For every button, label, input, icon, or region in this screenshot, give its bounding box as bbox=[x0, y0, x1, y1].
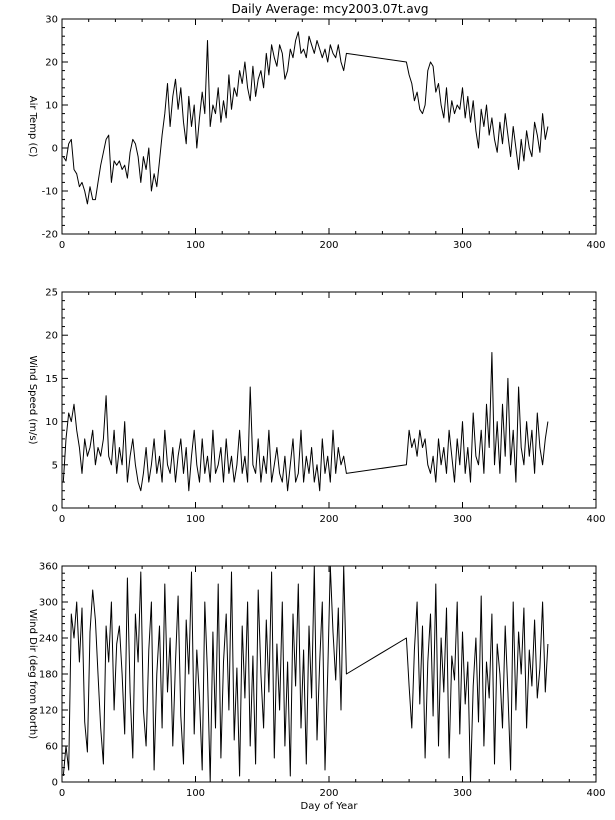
wind-dir-y-tick-label: 360 bbox=[39, 562, 58, 573]
wind-dir-x-tick-label: 200 bbox=[319, 788, 338, 799]
main-title: Daily Average: mcy2003.07t.avg bbox=[232, 2, 429, 16]
air-temp-y-tick-label: 0 bbox=[52, 144, 58, 155]
wind-dir-plot-frame bbox=[61, 565, 597, 783]
air-temp-y-tick-label: 30 bbox=[45, 15, 58, 26]
wind-speed-series-line bbox=[62, 352, 549, 492]
wind-speed-x-tick-label: 400 bbox=[586, 514, 605, 525]
wind-dir-x-axis-title: Day of Year bbox=[301, 801, 359, 812]
wind-speed-y-tick-label: 25 bbox=[45, 288, 58, 299]
wind-speed-x-tick-label: 0 bbox=[59, 514, 65, 525]
air-temp-x-tick-label: 300 bbox=[453, 240, 472, 251]
air-temp-series-line bbox=[62, 31, 549, 205]
air-temp-x-tick-label: 400 bbox=[586, 240, 605, 251]
wind-dir-y-tick-label: 180 bbox=[39, 670, 58, 681]
wind-dir-y-axis-title: Wind Dir (deg from North) bbox=[27, 609, 38, 739]
wind-dir-x-tick-label: 0 bbox=[59, 788, 65, 799]
wind-dir-y-tick-label: 60 bbox=[45, 742, 58, 753]
air-temp-y-tick-label: 10 bbox=[45, 101, 58, 112]
wind-dir-y-tick-label: 240 bbox=[39, 634, 58, 645]
wind-speed-y-axis-title: Wind Speed (m/s) bbox=[27, 356, 38, 445]
wind-dir-y-tick-label: 0 bbox=[52, 778, 58, 789]
air-temp-x-tick-label: 0 bbox=[59, 240, 65, 251]
wind-dir-x-tick-label: 300 bbox=[453, 788, 472, 799]
air-temp-x-tick-label: 200 bbox=[319, 240, 338, 251]
wind-dir-x-tick-label: 400 bbox=[586, 788, 605, 799]
wind-speed-y-tick-label: 0 bbox=[52, 504, 58, 515]
wind-speed-x-tick-label: 100 bbox=[186, 514, 205, 525]
wind-speed-x-tick-label: 300 bbox=[453, 514, 472, 525]
wind-speed-x-tick-label: 200 bbox=[319, 514, 338, 525]
air-temp-y-tick-label: -20 bbox=[42, 230, 58, 241]
wind-dir-series-line bbox=[62, 565, 549, 783]
wind-speed-y-tick-label: 5 bbox=[52, 460, 58, 471]
air-temp-y-axis-title: Air Temp (C) bbox=[27, 96, 38, 158]
air-temp-panel: 0 100 200 300 400 -20 -10 0 10 20 30 Air Temp (C) bbox=[27, 15, 606, 252]
wind-speed-y-tick-label: 20 bbox=[45, 331, 58, 342]
air-temp-y-tick-label: -10 bbox=[42, 187, 58, 198]
wind-speed-panel: 0 100 200 300 400 0 5 10 15 20 25 Wind Speed (m/s) bbox=[27, 288, 606, 526]
wind-speed-y-tick-label: 15 bbox=[45, 374, 58, 385]
wind-dir-y-tick-label: 120 bbox=[39, 706, 58, 717]
wind-dir-y-tick-label: 300 bbox=[39, 598, 58, 609]
air-temp-y-tick-label: 20 bbox=[45, 58, 58, 69]
wind-dir-panel: 0 100 200 300 400 0 60 120 180 240 300 360 Wind Dir … bbox=[27, 562, 606, 813]
air-temp-x-tick-label: 100 bbox=[186, 240, 205, 251]
wind-dir-x-tick-label: 100 bbox=[186, 788, 205, 799]
wind-speed-y-tick-label: 10 bbox=[45, 417, 58, 428]
